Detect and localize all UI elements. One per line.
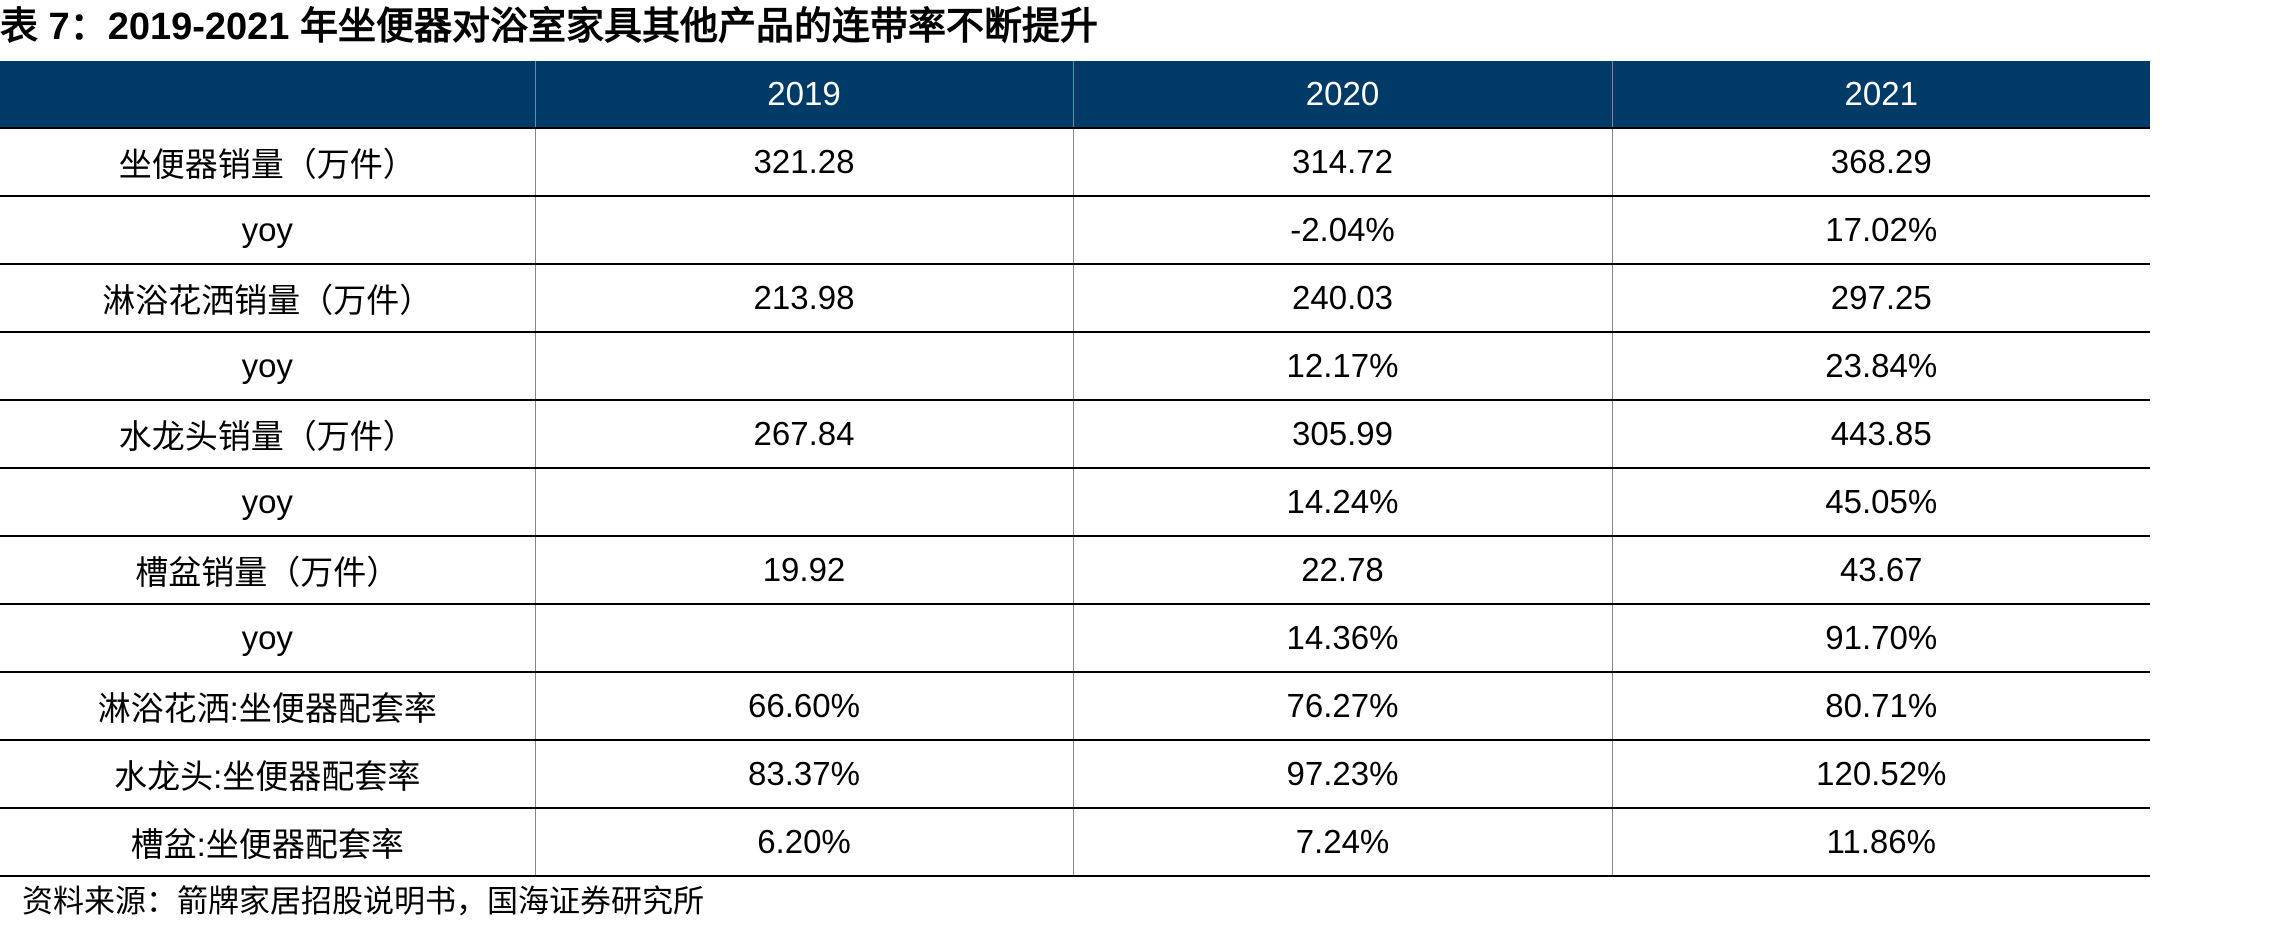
table-row: 淋浴花洒销量（万件） 213.98 240.03 297.25 bbox=[0, 264, 2150, 333]
table-row: 坐便器销量（万件） 321.28 314.72 368.29 bbox=[0, 128, 2150, 197]
row-label: 坐便器销量（万件） bbox=[0, 128, 535, 197]
table-row: yoy 14.24% 45.05% bbox=[0, 468, 2150, 537]
table-cell: 297.25 bbox=[1611, 264, 2150, 333]
table-head: 2019 2020 2021 bbox=[0, 61, 2150, 129]
table-row: yoy -2.04% 17.02% bbox=[0, 196, 2150, 265]
row-label: yoy bbox=[0, 468, 535, 537]
row-label: yoy bbox=[0, 332, 535, 401]
table-cell: 321.28 bbox=[534, 128, 1073, 197]
table-cell: 6.20% bbox=[534, 808, 1073, 877]
table-row: yoy 14.36% 91.70% bbox=[0, 604, 2150, 673]
table-cell: 19.92 bbox=[534, 536, 1073, 605]
row-label: yoy bbox=[0, 604, 535, 673]
header-row: 2019 2020 2021 bbox=[0, 61, 2150, 129]
table-cell: 80.71% bbox=[1611, 672, 2150, 741]
table-title: 表 7：2019-2021 年坐便器对浴室家具其他产品的连带率不断提升 bbox=[0, 6, 1098, 48]
row-label: 槽盆销量（万件） bbox=[0, 536, 535, 605]
table-cell: 240.03 bbox=[1072, 264, 1612, 333]
header-cell: 2021 bbox=[1611, 61, 2150, 129]
row-label: yoy bbox=[0, 196, 535, 265]
row-label: 淋浴花洒销量（万件） bbox=[0, 264, 535, 333]
source-note: 资料来源：箭牌家居招股说明书，国海证券研究所 bbox=[22, 884, 704, 919]
table-cell: 91.70% bbox=[1611, 604, 2150, 673]
table-cell: 45.05% bbox=[1611, 468, 2150, 537]
table-body: 坐便器销量（万件） 321.28 314.72 368.29 yoy -2.04% 17.0… bbox=[0, 128, 2150, 877]
table-row: 槽盆销量（万件） 19.92 22.78 43.67 bbox=[0, 536, 2150, 605]
table-cell: 43.67 bbox=[1611, 536, 2150, 605]
table-row: 水龙头:坐便器配套率 83.37% 97.23% 120.52% bbox=[0, 740, 2150, 809]
table-cell: 14.36% bbox=[1072, 604, 1612, 673]
table-cell: 368.29 bbox=[1611, 128, 2150, 197]
header-cell bbox=[0, 61, 535, 129]
empty-cell bbox=[534, 604, 1073, 673]
row-label: 淋浴花洒:坐便器配套率 bbox=[0, 672, 535, 741]
table-cell: 97.23% bbox=[1072, 740, 1612, 809]
table-cell: 22.78 bbox=[1072, 536, 1612, 605]
table-cell: 66.60% bbox=[534, 672, 1073, 741]
row-label: 水龙头:坐便器配套率 bbox=[0, 740, 535, 809]
table-row: 槽盆:坐便器配套率 6.20% 7.24% 11.86% bbox=[0, 808, 2150, 877]
table-cell: 23.84% bbox=[1611, 332, 2150, 401]
table-cell: 11.86% bbox=[1611, 808, 2150, 877]
table-row: yoy 12.17% 23.84% bbox=[0, 332, 2150, 401]
table-cell: 443.85 bbox=[1611, 400, 2150, 469]
table-cell: 120.52% bbox=[1611, 740, 2150, 809]
empty-cell bbox=[534, 332, 1073, 401]
row-label: 水龙头销量（万件） bbox=[0, 400, 535, 469]
row-label: 槽盆:坐便器配套率 bbox=[0, 808, 535, 877]
table-cell: 7.24% bbox=[1072, 808, 1612, 877]
header-cell: 2020 bbox=[1072, 61, 1612, 129]
table-cell: 17.02% bbox=[1611, 196, 2150, 265]
table-cell: -2.04% bbox=[1072, 196, 1612, 265]
header-cell: 2019 bbox=[534, 61, 1073, 129]
table-cell: 14.24% bbox=[1072, 468, 1612, 537]
table-cell: 76.27% bbox=[1072, 672, 1612, 741]
empty-cell bbox=[534, 468, 1073, 537]
table-row: 水龙头销量（万件） 267.84 305.99 443.85 bbox=[0, 400, 2150, 469]
table-cell: 213.98 bbox=[534, 264, 1073, 333]
table-cell: 305.99 bbox=[1072, 400, 1612, 469]
table-cell: 83.37% bbox=[534, 740, 1073, 809]
empty-cell bbox=[534, 196, 1073, 265]
table-cell: 267.84 bbox=[534, 400, 1073, 469]
table-row: 淋浴花洒:坐便器配套率 66.60% 76.27% 80.71% bbox=[0, 672, 2150, 741]
table-cell: 314.72 bbox=[1072, 128, 1612, 197]
table-cell: 12.17% bbox=[1072, 332, 1612, 401]
data-table: 2019 2020 2021 坐便器销量（万件） 321.28 314.72 368.29… bbox=[0, 61, 2150, 877]
